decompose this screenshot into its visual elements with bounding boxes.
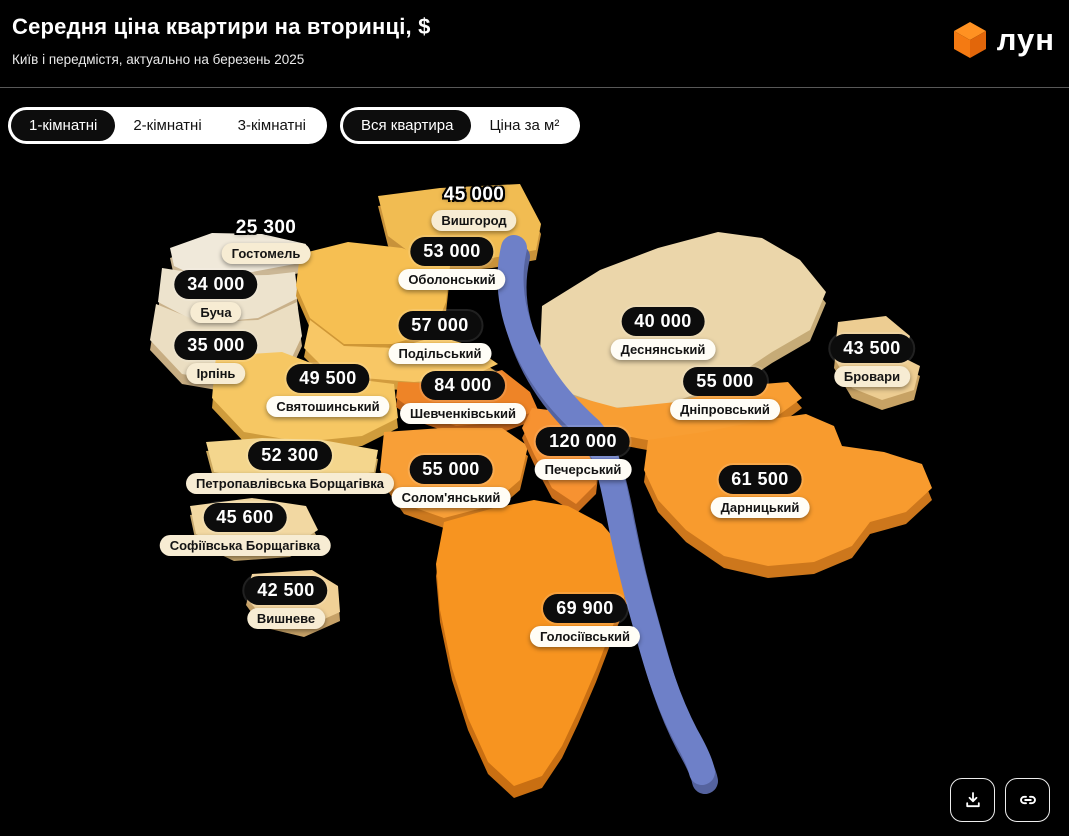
tab-3-room[interactable]: 3-кімнатні — [220, 110, 324, 141]
region-name: Вишневе — [246, 607, 326, 629]
region-name: Бровари — [833, 365, 911, 387]
price-value: 120 000 — [536, 427, 630, 456]
region-label-dniprovskyi[interactable]: 55 000 Дніпровський — [670, 367, 780, 420]
download-icon — [965, 792, 980, 808]
tab-price-per-m2[interactable]: Ціна за м² — [471, 110, 577, 141]
region-label-hostomel[interactable]: 25 300 Гостомель — [221, 217, 311, 264]
region-name: Вишгород — [431, 209, 517, 231]
price-value: 45 600 — [203, 503, 287, 532]
region-name: Оболонський — [398, 268, 506, 290]
header-divider — [0, 87, 1069, 88]
region-name: Буча — [190, 301, 242, 323]
region-label-vyshneve[interactable]: 42 500 Вишневе — [244, 576, 328, 629]
region-label-podilskyi[interactable]: 57 000 Подільський — [388, 311, 492, 364]
price-value: 53 000 — [410, 237, 494, 266]
tab-1-room[interactable]: 1-кімнатні — [11, 110, 116, 141]
price-value: 40 000 — [621, 307, 705, 336]
region-label-brovary[interactable]: 43 500 Бровари — [830, 334, 914, 387]
price-value: 57 000 — [398, 311, 482, 340]
rooms-tab-group: 1-кімнатні 2-кімнатні 3-кімнатні — [8, 107, 327, 144]
lun-logo-text: лун — [996, 22, 1055, 57]
header: Середня ціна квартири на вторинці, $ Киї… — [0, 0, 1069, 88]
region-name: Голосіївський — [529, 625, 641, 647]
price-value: 84 000 — [421, 371, 505, 400]
page-subtitle: Київ і передмістя, актуально на березень… — [12, 52, 305, 67]
price-mode-tab-group: Вся квартира Ціна за м² — [339, 107, 581, 144]
price-value: 52 300 — [248, 441, 332, 470]
region-name: Святошинський — [266, 395, 390, 417]
page-title: Середня ціна квартири на вторинці, $ — [12, 14, 431, 39]
price-value: 61 500 — [718, 465, 802, 494]
price-value: 49 500 — [286, 364, 370, 393]
region-label-sviatoshynskyi[interactable]: 49 500 Святошинський — [266, 364, 390, 417]
tabs-row: 1-кімнатні 2-кімнатні 3-кімнатні Вся ква… — [8, 107, 581, 144]
region-name: Петропавлівська Борщагівка — [186, 472, 394, 494]
price-value: 35 000 — [174, 331, 258, 360]
tab-2-room[interactable]: 2-кімнатні — [115, 110, 219, 141]
copy-link-button[interactable] — [1005, 778, 1050, 822]
region-label-obolonskyi[interactable]: 53 000 Оболонський — [398, 237, 506, 290]
region-label-vyshhorod[interactable]: 45 000 Вишгород — [431, 184, 517, 231]
region-name: Печерський — [534, 458, 632, 480]
lun-cube-icon — [953, 22, 986, 58]
region-label-pecherskyi[interactable]: 120 000 Печерський — [534, 427, 632, 480]
region-label-bucha[interactable]: 34 000 Буча — [174, 270, 258, 323]
price-value: 55 000 — [409, 455, 493, 484]
lun-logo[interactable]: лун — [952, 20, 1055, 60]
region-name: Деснянський — [610, 338, 716, 360]
region-label-darnytskyi[interactable]: 61 500 Дарницький — [710, 465, 810, 518]
price-value: 69 900 — [543, 594, 627, 623]
price-value: 34 000 — [174, 270, 258, 299]
region-name: Гостомель — [221, 242, 311, 264]
region-name: Шевченківський — [400, 402, 526, 424]
region-label-solomianskyi[interactable]: 55 000 Солом'янський — [391, 455, 511, 508]
region-label-desnianskyi[interactable]: 40 000 Деснянський — [610, 307, 716, 360]
region-label-sofiivska-borshchahivka[interactable]: 45 600 Софіївська Борщагівка — [159, 503, 331, 556]
download-button[interactable] — [950, 778, 995, 822]
region-label-holosiivskyi[interactable]: 69 900 Голосіївський — [529, 594, 641, 647]
price-value: 42 500 — [244, 576, 328, 605]
price-value: 45 000 — [443, 184, 505, 205]
region-name: Софіївська Борщагівка — [159, 534, 331, 556]
price-value: 55 000 — [683, 367, 767, 396]
region-name: Солом'янський — [391, 486, 511, 508]
action-buttons — [950, 778, 1050, 822]
tab-whole-apartment[interactable]: Вся квартира — [342, 110, 472, 141]
region-name: Дарницький — [710, 496, 810, 518]
link-icon — [1019, 795, 1036, 805]
region-name: Дніпровський — [670, 398, 780, 420]
region-name: Ірпінь — [186, 362, 246, 384]
region-name: Подільський — [388, 342, 492, 364]
region-label-shevchenkivskyi[interactable]: 84 000 Шевченківський — [400, 371, 526, 424]
price-value: 43 500 — [830, 334, 914, 363]
region-label-petropavlivska-borshchahivka[interactable]: 52 300 Петропавлівська Борщагівка — [186, 441, 394, 494]
price-value: 25 300 — [235, 217, 297, 238]
region-label-irpin[interactable]: 35 000 Ірпінь — [174, 331, 258, 384]
